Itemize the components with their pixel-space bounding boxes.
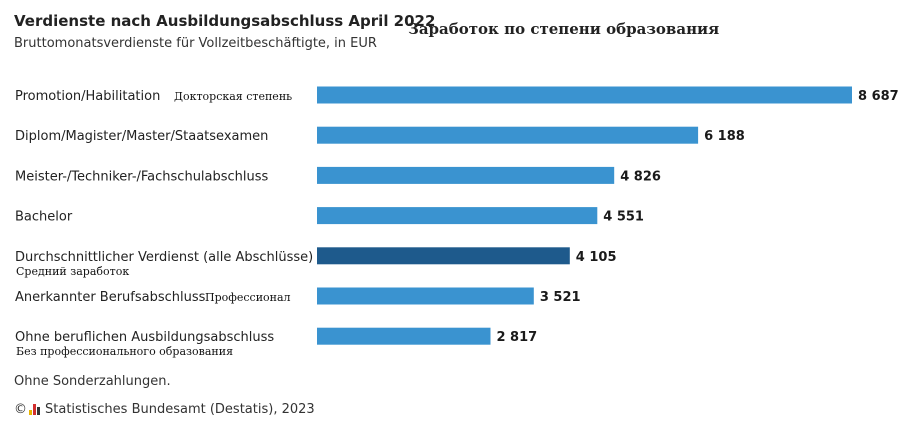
source-line: © Statistisches Bundesamt (Destatis), 20… <box>14 402 315 417</box>
value-label: 8 687 <box>858 89 899 104</box>
category-label-russian: Докторская степень <box>174 90 292 103</box>
chart-title-russian-overlay: Заработок по степени образования <box>408 20 720 38</box>
category-label-russian: Средний заработок <box>16 265 129 278</box>
value-label: 6 188 <box>704 129 745 144</box>
category-label: Promotion/Habilitation <box>15 89 160 104</box>
bar <box>317 287 534 305</box>
value-label: 2 817 <box>496 330 537 345</box>
value-label: 3 521 <box>540 290 581 305</box>
category-label: Ohne beruflichen Ausbildungsabschluss <box>15 330 274 345</box>
category-label-russian: Профессионал <box>205 291 291 304</box>
footnote: Ohne Sonderzahlungen. <box>14 374 171 389</box>
copyright-symbol: © <box>14 402 27 417</box>
category-label: Durchschnittlicher Verdienst (alle Absch… <box>15 250 313 265</box>
category-label: Bachelor <box>15 210 73 225</box>
bar <box>317 126 699 144</box>
chart-title: Verdienste nach Ausbildungsabschluss Apr… <box>14 12 436 30</box>
bar <box>317 247 570 265</box>
category-label: Meister-/Techniker-/Fachschulabschluss <box>15 169 269 184</box>
bar <box>317 327 491 345</box>
destatis-logo-icon <box>29 404 40 415</box>
value-label: 4 826 <box>620 169 661 184</box>
bar <box>317 207 598 225</box>
category-label-russian: Без профессионального образования <box>16 345 233 358</box>
bar <box>317 166 615 184</box>
value-label: 4 551 <box>603 210 644 225</box>
category-label: Diplom/Magister/Master/Staatsexamen <box>15 129 268 144</box>
bar <box>317 86 852 104</box>
category-label: Anerkannter Berufsabschluss <box>15 290 206 305</box>
source-text: Statistisches Bundesamt (Destatis), 2023 <box>45 402 315 417</box>
chart-subtitle: Bruttomonatsverdienste für Vollzeitbesch… <box>14 36 377 51</box>
value-label: 4 105 <box>576 250 617 265</box>
